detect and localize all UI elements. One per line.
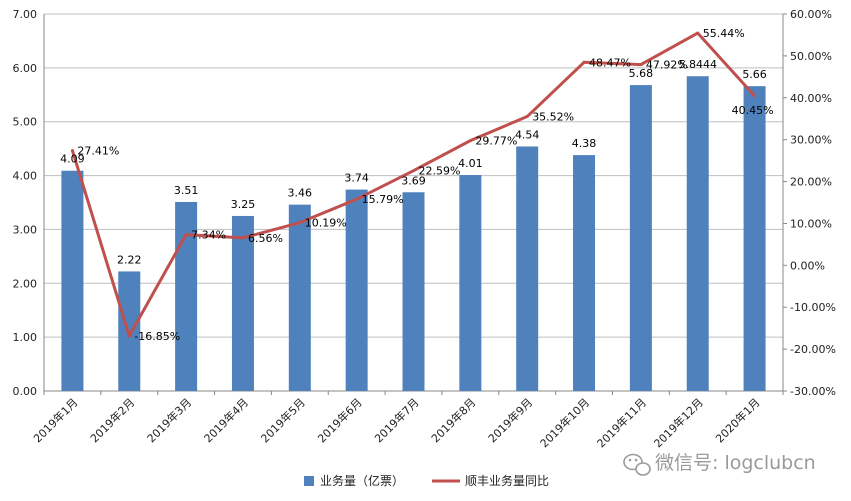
legend-label-bar: 业务量（亿票） xyxy=(320,473,404,488)
bar-value-label: 3.46 xyxy=(288,187,313,200)
left-tick-label: 4.00 xyxy=(13,170,38,183)
right-tick-label: -30.00% xyxy=(790,385,836,398)
right-tick-label: 10.00% xyxy=(790,217,832,230)
line-value-label: 47.92% xyxy=(646,59,688,72)
right-tick-label: 50.00% xyxy=(790,50,832,63)
left-tick-label: 1.00 xyxy=(13,331,38,344)
line-point xyxy=(298,221,302,225)
line-point xyxy=(753,94,757,98)
right-axis-ticks: -30.00% -20.00% -10.00% 0.00% 10.00% 20.00% 30… xyxy=(783,8,836,398)
bar xyxy=(573,155,596,391)
bar xyxy=(686,76,709,392)
legend-label-line: 顺丰业务量同比 xyxy=(465,473,549,488)
left-tick-label: 5.00 xyxy=(13,116,38,129)
line-value-label: 48.47% xyxy=(589,56,631,69)
line-point xyxy=(412,169,415,173)
line-point xyxy=(184,233,188,237)
line-value-label: 55.44% xyxy=(703,27,745,40)
line-point xyxy=(639,63,643,67)
category-label: 2019年12月 xyxy=(651,395,706,450)
bar-value-label: 5.8444 xyxy=(678,58,717,71)
line-value-label: 6.56% xyxy=(248,232,283,245)
bar-value-label: 3.51 xyxy=(174,184,199,197)
right-tick-label: 30.00% xyxy=(790,134,832,147)
bar xyxy=(345,189,368,391)
line-value-label: 40.45% xyxy=(732,104,774,117)
line-value-label: 29.77% xyxy=(475,135,517,148)
right-tick-label: -20.00% xyxy=(790,343,836,356)
line-value-label: 10.19% xyxy=(305,217,347,230)
category-label: 2019年7月 xyxy=(371,395,421,445)
category-label: 2019年9月 xyxy=(485,395,535,445)
category-label: 2020年1月 xyxy=(712,395,762,445)
line-series xyxy=(70,31,757,338)
bar xyxy=(459,175,482,391)
category-label: 2019年11月 xyxy=(594,395,649,450)
line-point xyxy=(468,139,472,143)
wechat-icon xyxy=(623,453,651,476)
bar-value-label: 5.68 xyxy=(629,67,654,80)
line-value-label: 15.79% xyxy=(362,193,404,206)
bar xyxy=(61,170,84,391)
line-point xyxy=(127,334,131,338)
right-tick-label: 20.00% xyxy=(790,176,832,189)
bar-value-label: 4.38 xyxy=(572,137,597,150)
line-value-label: 35.52% xyxy=(532,111,574,124)
category-label: 2019年5月 xyxy=(258,395,308,445)
bar-value-label: 3.69 xyxy=(401,174,426,187)
bar xyxy=(231,215,254,391)
line-value-label: 22.59% xyxy=(419,165,461,178)
left-axis-ticks: 0.00 1.00 2.00 3.00 4.00 5.00 6.00 7.00 xyxy=(13,8,38,398)
line-value-label: -16.85% xyxy=(134,330,180,343)
right-tick-label: 0.00% xyxy=(790,259,825,272)
category-label: 2019年8月 xyxy=(428,395,478,445)
bar-value-label: 4.09 xyxy=(60,153,85,166)
bar-value-label: 5.66 xyxy=(742,68,767,81)
bar-value-label: 3.74 xyxy=(344,172,369,185)
bar-value-label: 2.22 xyxy=(117,253,142,266)
bar-value-label: 3.25 xyxy=(231,198,256,211)
line-value-label: 27.41% xyxy=(77,145,119,158)
bar xyxy=(516,146,539,391)
line-point xyxy=(70,149,74,153)
bar xyxy=(288,204,311,391)
line-point xyxy=(582,60,586,64)
bar xyxy=(402,192,425,391)
watermark-text: 微信号: logclubcn xyxy=(655,452,816,474)
left-tick-label: 0.00 xyxy=(13,385,38,398)
bar-series xyxy=(61,76,766,392)
category-label: 2019年3月 xyxy=(144,395,194,445)
category-label: 2019年4月 xyxy=(201,395,251,445)
right-tick-label: -10.00% xyxy=(790,301,836,314)
left-tick-label: 7.00 xyxy=(13,8,38,21)
left-tick-label: 6.00 xyxy=(13,62,38,75)
bar xyxy=(743,86,766,391)
bar xyxy=(175,201,198,391)
watermark: 微信号: logclubcn xyxy=(623,452,816,476)
category-label: 2019年2月 xyxy=(87,395,137,445)
category-label: 2019年1月 xyxy=(30,395,80,445)
bar-value-label: 4.01 xyxy=(458,157,483,170)
line-point xyxy=(696,31,700,35)
line-value-label: 7.34% xyxy=(191,229,226,242)
data-labels: 4.09 2.22 3.51 3.25 3.46 3.74 3.69 4.01 4.54 4.38… xyxy=(60,27,773,343)
line-point xyxy=(241,236,245,240)
category-labels: 2019年1月 2019年2月 2019年3月 2019年4月 2019年5月 2019年… xyxy=(30,395,762,450)
right-tick-label: 40.00% xyxy=(790,92,832,105)
legend-swatch-bar xyxy=(304,476,314,486)
left-tick-label: 3.00 xyxy=(13,223,38,236)
line-point xyxy=(355,197,359,201)
bar xyxy=(629,85,652,391)
category-label: 2019年10月 xyxy=(537,395,592,450)
left-tick-label: 2.00 xyxy=(13,277,38,290)
legend: 业务量（亿票） 顺丰业务量同比 xyxy=(304,473,549,488)
line-point xyxy=(525,115,529,119)
bar-value-label: 4.54 xyxy=(515,128,540,141)
right-tick-label: 60.00% xyxy=(790,8,832,21)
category-label: 2019年6月 xyxy=(315,395,365,445)
